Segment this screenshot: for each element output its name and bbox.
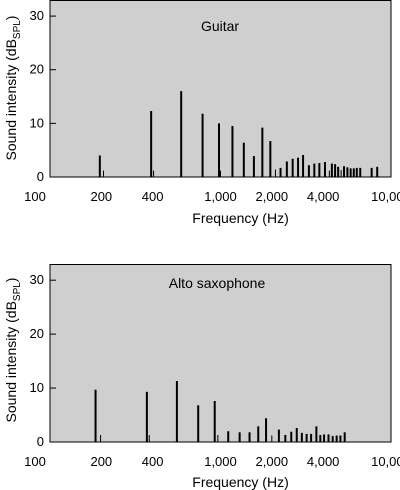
x-tick-label: 2,000 [256, 189, 289, 204]
y-axis-label-main: Sound intensity (dB [3, 39, 19, 160]
x-tick-label: 200 [90, 454, 112, 469]
x-tick-label: 200 [90, 189, 112, 204]
x-tick-label: 400 [142, 189, 164, 204]
x-tick-label: 10,000 [371, 189, 400, 204]
x-tick-label: 400 [142, 454, 164, 469]
y-axis-label-end: ) [3, 278, 19, 283]
x-tick-label: 2,000 [256, 454, 289, 469]
y-axis-label-end: ) [3, 16, 19, 21]
y-tick-label: 0 [37, 434, 44, 449]
y-tick-label: 30 [30, 8, 44, 23]
y-axis-label-subscript: SPL [12, 282, 23, 301]
y-tick-label: 10 [30, 115, 44, 130]
y-axis-label: Sound intensity (dBSPL) [3, 278, 23, 423]
plot-area [49, 264, 392, 443]
x-axis-label: Frequency (Hz) [192, 210, 288, 226]
x-tick-label: 1,000 [204, 189, 237, 204]
x-tick-label: 100 [24, 454, 46, 469]
chart-title: Guitar [201, 18, 239, 34]
y-axis-label: Sound intensity (dBSPL) [3, 16, 23, 161]
y-tick-label: 20 [30, 62, 44, 77]
x-tick-label: 4,000 [307, 454, 340, 469]
x-tick-label: 4,000 [307, 189, 340, 204]
y-tick-label: 30 [30, 272, 44, 287]
y-axis-label-subscript: SPL [12, 20, 23, 39]
x-tick-label: 1,000 [204, 454, 237, 469]
chart-panel-1: 0 10 20 30 100 200 400 1,000 2,000 4,000 10,000 Gui… [3, 0, 400, 226]
y-tick-label: 0 [37, 169, 44, 184]
x-axis-label: Frequency (Hz) [192, 474, 288, 490]
x-tick-label: 100 [24, 189, 46, 204]
plot-area [49, 0, 392, 178]
chart-title: Alto saxophone [169, 275, 266, 291]
chart-panel-2: 0 10 20 30 100 200 400 1,000 2,000 4,000 10,000 Alt… [3, 264, 400, 490]
y-axis-label-main: Sound intensity (dB [3, 301, 19, 422]
y-tick-label: 20 [30, 326, 44, 341]
y-tick-label: 10 [30, 380, 44, 395]
x-tick-label: 10,000 [371, 454, 400, 469]
